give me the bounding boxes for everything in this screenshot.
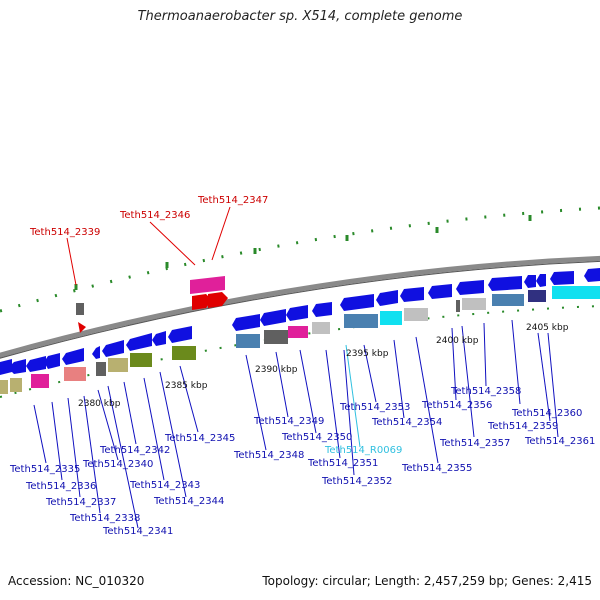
gene-label[interactable]: Teth514_2361 [524,436,595,447]
gene-block[interactable] [344,314,378,328]
gene-block[interactable] [264,330,288,344]
gene-block[interactable] [10,378,22,392]
gene-label[interactable]: Teth514_2357 [439,438,510,449]
gene-label[interactable]: Teth514_2338 [69,513,140,524]
gene-block[interactable] [288,326,308,338]
gene-teth514-2347[interactable] [192,294,212,310]
ruler-label-2385: 2385 kbp [165,381,208,391]
map-title: Thermoanaerobacter sp. X514, complete ge… [137,9,463,24]
gene-block[interactable] [380,311,402,325]
gene-arrow[interactable] [126,333,152,351]
gene-arrow[interactable] [536,274,546,287]
gene-arrow[interactable] [102,340,124,357]
genome-backbone-shadow [0,260,600,359]
gene-block[interactable] [456,300,460,312]
gene-arrow[interactable] [44,353,60,369]
genome-backbone [0,255,600,358]
gene-arrow[interactable] [168,326,192,343]
gene-block[interactable] [462,298,486,310]
gene-arrow[interactable] [286,305,308,321]
gene-label[interactable]: Teth514_2341 [102,526,173,537]
gene-block[interactable] [108,358,128,372]
ruler-label-2400: 2400 kbp [436,336,479,346]
gene-label[interactable]: Teth514_2343 [129,480,200,491]
gene-arrow[interactable] [376,290,398,306]
accession-text: Accession: NC_010320 [8,574,145,588]
gene-label[interactable]: Teth514_2352 [321,476,392,487]
gene-arrow[interactable] [428,284,452,299]
gene-arrow[interactable] [8,359,26,374]
gene-label[interactable]: Teth514_2358 [450,386,521,397]
gene-label[interactable]: Teth514_2335 [9,464,80,475]
gene-arrow[interactable] [400,287,424,302]
gene-block[interactable] [64,367,86,381]
gene-arrow[interactable] [62,348,84,365]
gene-leaders [33,319,559,529]
gene-label[interactable]: Teth514_2336 [25,481,96,492]
gene-label[interactable]: Teth514_2354 [371,417,442,428]
gene-arrow[interactable] [26,356,46,372]
gene-arrow[interactable] [340,294,374,311]
gene-block[interactable] [31,374,49,388]
gene-block[interactable] [236,334,260,348]
gene-label[interactable]: Teth514_2356 [421,400,492,411]
gene-arrow[interactable] [456,280,484,295]
gene-block[interactable] [312,322,330,334]
gene-teth514-2346[interactable] [190,276,225,294]
gene-block[interactable] [0,380,8,394]
highlight-leaders [66,206,231,286]
gene-label[interactable]: Teth514_2342 [99,445,170,456]
gene-label[interactable]: Teth514_2360 [511,408,582,419]
gene-block[interactable] [172,346,196,360]
forward-genes [0,268,600,375]
gene-arrow[interactable] [0,359,12,375]
gene-block[interactable] [492,294,524,306]
gene-label[interactable]: Teth514_2337 [45,497,116,508]
gene-label[interactable]: Teth514_2340 [82,459,153,470]
gene-label[interactable]: Teth514_2350 [281,432,352,443]
gene-block[interactable] [130,353,152,367]
gene-label-teth514-2339[interactable]: Teth514_2339 [29,227,100,238]
gene-label-teth514-2346[interactable]: Teth514_2346 [119,210,190,221]
rna-leader [345,344,361,448]
gene-label[interactable]: Teth514_2351 [307,458,378,469]
gene-label[interactable]: Teth514_2344 [153,496,224,507]
gene-teth514-2339-small[interactable] [78,322,86,333]
gene-arrow[interactable] [260,309,286,326]
gene-label[interactable]: Teth514_2355 [401,463,472,474]
genome-summary-text: Topology: circular; Length: 2,457,259 bp… [262,574,592,588]
gene-arrow[interactable] [92,346,100,359]
gene-label[interactable]: Teth514_2353 [339,402,410,413]
highlight-gene-labels: Teth514_2339 Teth514_2346 Teth514_2347 [29,195,268,238]
gene-arrow[interactable] [584,268,600,282]
gene-labels: Teth514_2335 Teth514_2336 Teth514_2337 T… [9,386,595,537]
gene-teth514-2347b[interactable] [208,292,228,308]
gene-label-teth514-2347[interactable]: Teth514_2347 [197,195,268,206]
ruler-label-2390: 2390 kbp [255,365,298,375]
gene-arrow[interactable] [232,314,260,331]
highlighted-genes [76,276,228,333]
gene-label[interactable]: Teth514_2349 [253,416,324,427]
gene-arrow[interactable] [550,271,574,285]
gene-arrow[interactable] [488,276,522,291]
gene-arrow[interactable] [524,275,536,288]
gene-arrow[interactable] [152,331,166,346]
gene-block[interactable] [552,286,600,299]
gene-label[interactable]: Teth514_2348 [233,450,304,461]
gene-block[interactable] [528,290,546,302]
gene-block[interactable] [404,308,428,321]
ruler-labels: 2380 kbp 2385 kbp 2390 kbp 2395 kbp 2400… [78,323,569,409]
ruler-label-2405: 2405 kbp [526,323,569,333]
reverse-genes [0,286,600,394]
gene-teth514-2339-grey[interactable] [76,303,84,315]
gene-label[interactable]: Teth514_2345 [164,433,235,444]
rna-label-teth514-r0069[interactable]: Teth514_R0069 [324,445,402,456]
ruler-label-2380: 2380 kbp [78,399,121,409]
gene-label[interactable]: Teth514_2359 [487,421,558,432]
ruler-label-2395: 2395 kbp [346,349,389,359]
gene-block[interactable] [96,362,106,376]
gene-arrow[interactable] [312,302,332,317]
